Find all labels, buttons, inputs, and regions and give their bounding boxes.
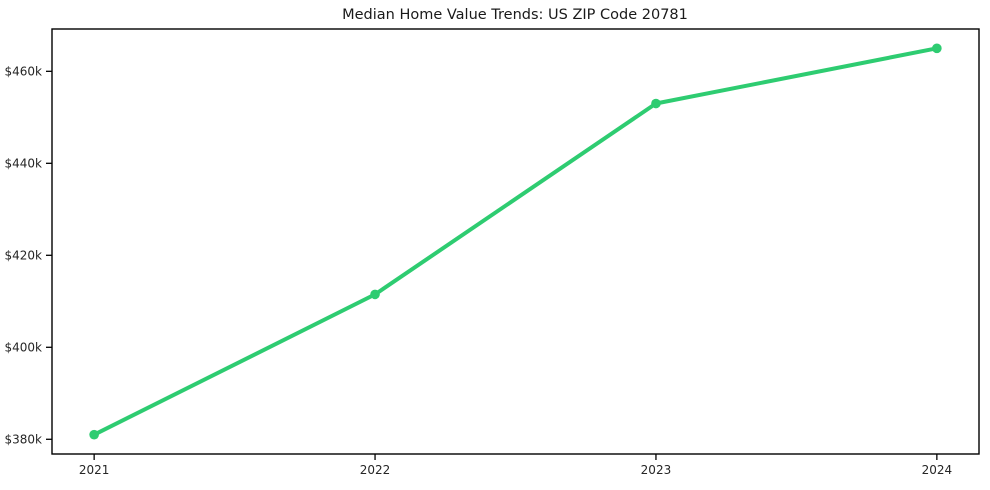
x-tick-label: 2024 <box>922 463 953 477</box>
x-tick-label: 2021 <box>79 463 110 477</box>
y-tick-label: $420k <box>5 248 43 262</box>
y-tick-label: $460k <box>5 64 43 78</box>
y-tick-label: $440k <box>5 156 43 170</box>
trend-line <box>92 46 939 437</box>
data-point-2024 <box>932 43 942 54</box>
axes-frame <box>51 28 980 455</box>
chart-title: Median Home Value Trends: US ZIP Code 20… <box>342 7 688 23</box>
y-tick-label: $400k <box>5 340 43 354</box>
data-point-2022 <box>370 289 380 300</box>
y-tick-label: $380k <box>5 432 43 446</box>
data-point-2023 <box>651 98 661 109</box>
data-point-2021 <box>89 429 99 440</box>
x-tick-label: 2022 <box>360 463 391 477</box>
x-tick-label: 2023 <box>641 463 672 477</box>
plot-area: $380k $400k $420k $440k $460k 2021 2022 2023 202… <box>5 28 980 477</box>
